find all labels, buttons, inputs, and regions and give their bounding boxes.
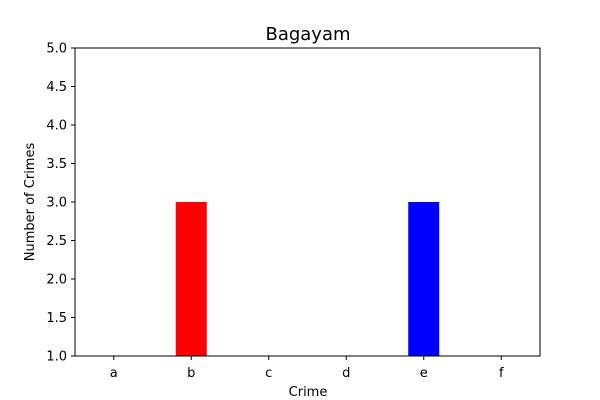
y-axis-label: Number of Crimes [23,143,38,262]
x-tick-label: d [342,366,350,381]
y-axis-ticks: 1.0 1.5 2.0 2.5 3.0 3.5 4.0 4.5 5.0 [46,42,75,365]
x-tick-label: f [499,366,504,381]
y-tick-label: 1.0 [46,350,67,365]
bar-b [175,202,207,356]
x-tick-label: e [420,366,428,381]
y-tick-label: 3.5 [46,157,67,172]
x-tick-label: b [187,366,195,381]
x-axis-ticks: a b c d e f [110,356,504,381]
x-axis-label: Crime [289,385,328,400]
x-tick-label: a [110,366,118,381]
y-tick-label: 3.0 [46,196,67,211]
y-tick-label: 5.0 [46,42,67,57]
y-tick-label: 1.5 [46,311,67,326]
y-tick-label: 4.0 [46,119,67,134]
chart-title: Bagayam [265,24,350,45]
plot-frame [74,47,541,357]
y-tick-label: 2.5 [46,234,67,249]
x-tick-label: c [265,366,272,381]
y-tick-label: 2.0 [46,273,67,288]
bars-group [175,202,440,356]
bar-e [408,202,440,356]
y-tick-label: 4.5 [46,80,67,95]
